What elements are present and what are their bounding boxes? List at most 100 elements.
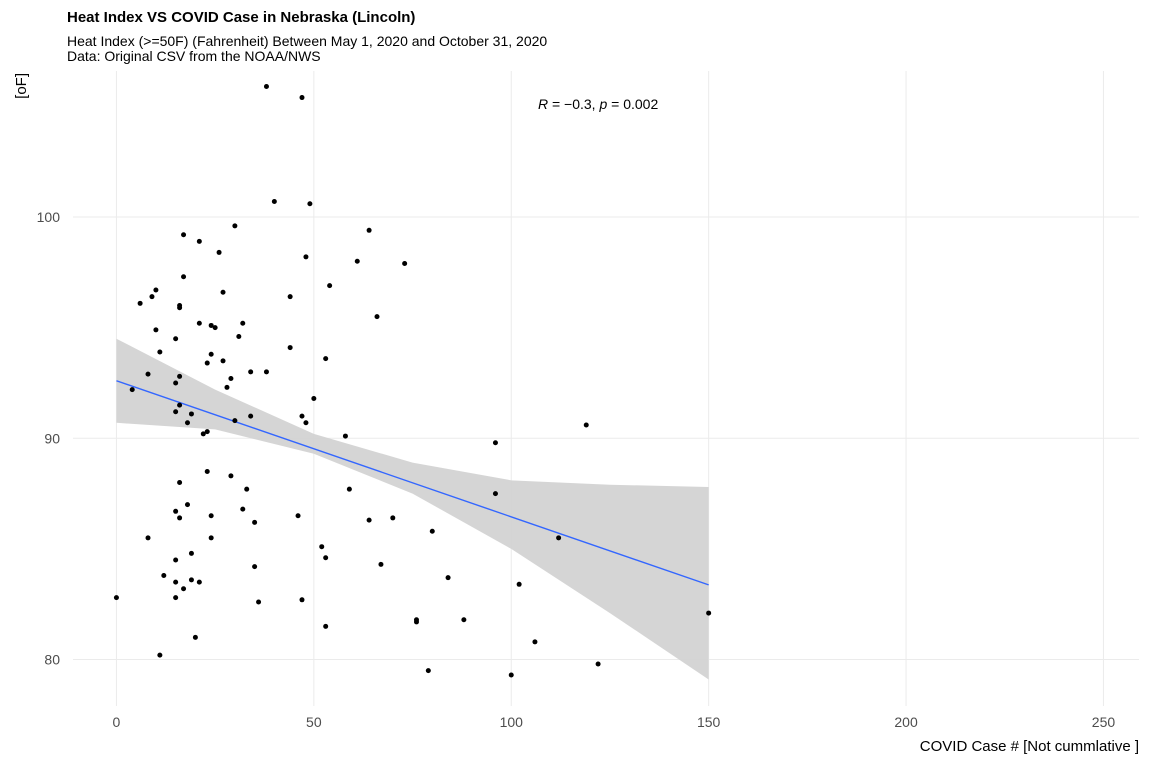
data-point [232, 223, 238, 229]
correlation-annotation: R = −0.3, p = 0.002 [538, 96, 659, 112]
data-point [188, 577, 194, 583]
data-point [184, 502, 190, 508]
data-point [204, 468, 210, 474]
data-point [181, 232, 187, 238]
data-point [287, 345, 293, 351]
chart-title: Heat Index VS COVID Case in Nebraska (Li… [67, 9, 416, 26]
data-point [299, 413, 305, 419]
data-point [157, 652, 163, 658]
x-tick-label: 100 [500, 714, 524, 730]
data-point [240, 320, 246, 326]
confidence-band [116, 338, 709, 680]
data-point [556, 535, 562, 541]
data-point [177, 515, 183, 521]
data-point [145, 535, 151, 541]
data-point [173, 336, 179, 342]
data-point [445, 575, 451, 581]
data-point [248, 413, 254, 419]
data-point [492, 440, 498, 446]
y-axis-ticks: 80 90 100 [37, 209, 61, 668]
data-point [492, 491, 498, 497]
data-point [311, 395, 317, 401]
chart-subtitle: Heat Index (>=50F) (Fahrenheit) Between … [67, 33, 548, 49]
data-point [263, 83, 269, 89]
y-axis-title: [oF] [13, 73, 30, 99]
y-tick-label: 100 [37, 209, 61, 225]
data-point [461, 617, 467, 623]
data-point [390, 515, 396, 521]
data-point [516, 581, 522, 587]
data-point [113, 595, 119, 601]
data-point [177, 402, 183, 408]
data-point [149, 294, 155, 300]
data-point [173, 595, 179, 601]
data-point [173, 380, 179, 386]
data-point [583, 422, 589, 428]
data-point [425, 668, 431, 674]
data-point [323, 623, 329, 629]
data-point [173, 508, 179, 514]
y-tick-label: 80 [44, 652, 60, 668]
p-label: p [598, 96, 607, 112]
data-point [173, 557, 179, 563]
data-point [429, 528, 435, 534]
data-point [204, 429, 210, 435]
data-point [208, 351, 214, 357]
data-point [327, 283, 333, 289]
data-point [228, 473, 234, 479]
data-point [184, 420, 190, 426]
data-point [129, 387, 135, 393]
data-point [173, 409, 179, 415]
data-point [228, 376, 234, 382]
data-point [240, 506, 246, 512]
data-point [236, 334, 242, 340]
x-axis-title: COVID Case # [Not cummlative ] [920, 738, 1139, 755]
data-point [413, 619, 419, 625]
data-point [299, 95, 305, 101]
data-point [252, 564, 258, 570]
confidence-band-layer [116, 338, 709, 680]
data-point [216, 249, 222, 255]
data-point [299, 597, 305, 603]
data-point [508, 672, 514, 678]
data-point [263, 369, 269, 375]
data-point [323, 356, 329, 362]
data-point [177, 480, 183, 486]
data-point [354, 258, 360, 264]
chart-caption: Data: Original CSV from the NOAA/NWS [67, 48, 321, 64]
data-point [196, 238, 202, 244]
data-point [200, 431, 206, 437]
data-point [212, 325, 218, 331]
data-points-layer [113, 83, 712, 678]
data-point [208, 513, 214, 519]
data-point [295, 513, 301, 519]
data-point [177, 373, 183, 379]
data-point [244, 486, 250, 492]
data-point [208, 535, 214, 541]
data-point [145, 371, 151, 377]
data-point [220, 358, 226, 364]
x-axis-ticks: 0 50 100 150 200 250 [113, 714, 1116, 730]
data-point [173, 579, 179, 585]
data-point [177, 305, 183, 311]
data-point [307, 201, 313, 207]
data-point [196, 320, 202, 326]
data-point [232, 418, 238, 424]
data-point [248, 369, 254, 375]
data-point [378, 561, 384, 567]
data-point [220, 289, 226, 295]
data-point [595, 661, 601, 667]
grid-lines [73, 71, 1139, 706]
r-value: = −0.3, [548, 96, 599, 112]
data-point [256, 599, 262, 605]
data-point [303, 420, 309, 426]
data-point [323, 555, 329, 561]
data-point [137, 300, 143, 306]
data-point [252, 519, 258, 525]
y-tick-label: 90 [44, 430, 60, 446]
data-point [303, 254, 309, 260]
data-point [161, 572, 167, 578]
data-point [271, 199, 277, 205]
data-point [706, 610, 712, 616]
